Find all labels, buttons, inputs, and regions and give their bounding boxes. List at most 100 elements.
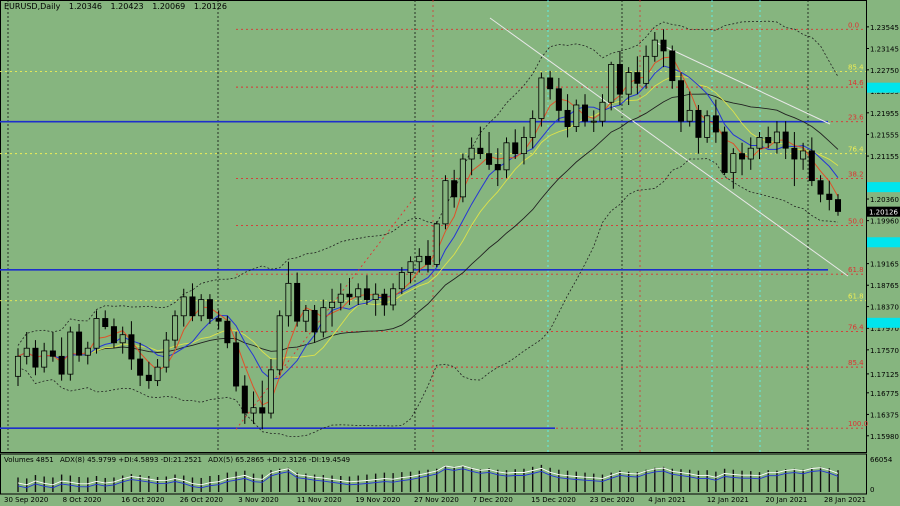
fib-level-label: 0.0: [848, 21, 859, 29]
adx8-label: ADX(8) 45.9799 +DI:4.5893 -DI:21.2521: [59, 456, 202, 464]
adx-line-white: [17, 465, 839, 486]
candle-body: [311, 309, 318, 333]
candle-body: [49, 350, 56, 357]
channel-line-lower: [654, 41, 831, 125]
fib-yellow-label: 76.4: [848, 146, 864, 154]
fib-level-label: 38.2: [848, 170, 864, 178]
low-price: 1.20069: [152, 2, 186, 11]
candle-body: [224, 320, 231, 344]
candle-body: [564, 109, 571, 127]
price-tick-label: 1.23145: [870, 45, 899, 53]
candle-body: [276, 315, 283, 371]
highlighted-price-box: [867, 182, 900, 193]
date-label: 3 Nov 2020: [238, 496, 278, 504]
ma-blue: [17, 65, 839, 380]
candle-body: [163, 339, 170, 368]
candle-body: [67, 331, 74, 375]
candle-body: [643, 55, 650, 84]
candle-body: [294, 282, 301, 322]
candle-body: [233, 342, 240, 387]
candle-body: [608, 64, 615, 103]
date-label: 27 Nov 2020: [414, 496, 459, 504]
candle-body: [529, 118, 536, 138]
volumes-label: Volumes 4851: [4, 456, 54, 464]
candle-body: [677, 80, 684, 122]
price-tick-label: 1.18370: [870, 304, 899, 312]
candle-body: [206, 299, 213, 319]
price-tick-label: 1.21155: [870, 153, 899, 161]
candle-body: [442, 180, 449, 225]
candle-body: [390, 288, 397, 306]
candle-body: [259, 407, 266, 414]
volume-pane-frame: [0, 453, 867, 495]
candle-body: [58, 355, 65, 375]
candle-body: [834, 199, 842, 212]
candle-body: [241, 385, 248, 414]
bollinger-lower: [17, 158, 839, 437]
ma-yellow: [17, 76, 839, 360]
candle-body: [712, 115, 719, 133]
close-price: 1.20126: [193, 2, 227, 11]
date-label: 26 Oct 2020: [180, 496, 223, 504]
price-tick-label: 1.17970: [870, 325, 899, 333]
candle-body: [625, 72, 632, 95]
candle-body: [459, 158, 466, 198]
candle-body: [704, 115, 711, 138]
date-label: 28 Jan 2021: [824, 496, 866, 504]
candle-body: [486, 153, 493, 165]
candle-body: [41, 350, 48, 368]
candle-body: [110, 326, 117, 344]
candle-body: [573, 104, 580, 127]
date-label: 4 Jan 2021: [648, 496, 686, 504]
candle-body: [660, 39, 667, 52]
candle-body: [730, 153, 737, 173]
candle-body: [512, 142, 519, 155]
date-label: 7 Dec 2020: [473, 496, 513, 504]
candle-body: [189, 296, 196, 317]
candle-body: [172, 315, 179, 341]
current-price-label: 1.20126: [869, 209, 898, 217]
candle-body: [520, 137, 527, 155]
price-tick-label: 1.16775: [870, 390, 899, 398]
candle-body: [424, 255, 432, 265]
candle-body: [128, 334, 135, 360]
price-tick-label: 1.16375: [870, 411, 899, 419]
candle-body: [765, 137, 772, 144]
price-tick-label: 1.21955: [870, 110, 899, 118]
price-tick-label: 1.19960: [870, 218, 899, 226]
candle-body: [817, 180, 824, 195]
open-price: 1.20346: [68, 2, 102, 11]
date-label: 30 Sep 2020: [4, 496, 48, 504]
candle-body: [782, 131, 789, 149]
date-label: 19 Nov 2020: [355, 496, 400, 504]
fib-yellow-label: 61.8: [848, 293, 864, 301]
date-label: 11 Nov 2020: [297, 496, 342, 504]
candle-body: [346, 293, 353, 298]
indicator-info-bar: Volumes 4851 ADX(8) 45.9799 +DI:4.5893 -…: [4, 456, 354, 464]
candle-body: [686, 109, 693, 122]
price-tick-label: 1.17570: [870, 347, 899, 355]
candle-body: [555, 88, 562, 111]
price-tick-label: 1.18765: [870, 282, 899, 290]
candle-body: [451, 180, 458, 198]
candle-body: [477, 147, 484, 155]
candle-body: [84, 347, 91, 356]
candle-body: [669, 50, 676, 82]
candle-body: [407, 261, 414, 273]
date-label: 15 Dec 2020: [531, 496, 576, 504]
price-tick-label: 1.20360: [870, 196, 899, 204]
channel-line-upper: [489, 17, 849, 277]
fib-yellow-label: 85.4: [848, 63, 864, 71]
candle-body: [582, 104, 589, 122]
candle-body: [599, 101, 606, 122]
candle-body: [651, 39, 658, 57]
candle-body: [398, 272, 405, 290]
high-price: 1.20423: [110, 2, 144, 11]
price-tick-label: 1.21555: [870, 131, 899, 139]
candle-body: [381, 293, 388, 306]
candle-body: [14, 355, 22, 377]
date-label: 23 Dec 2020: [590, 496, 635, 504]
candle-body: [800, 150, 807, 160]
